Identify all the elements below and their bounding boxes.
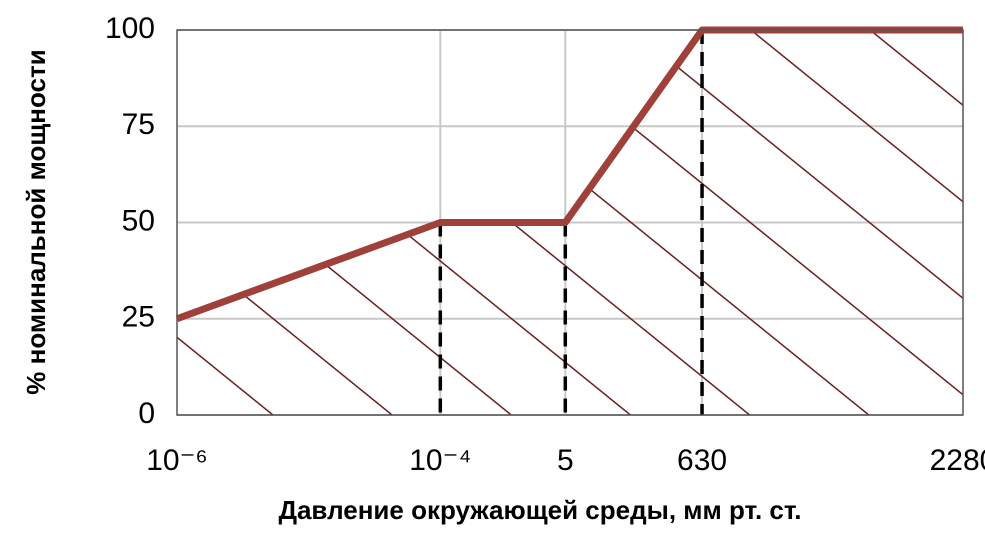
x-tick-label: 10⁻⁶: [146, 444, 208, 477]
y-axis-title: % номинальной мощности: [21, 49, 51, 394]
y-tick-label: 100: [105, 12, 155, 45]
x-tick-label: 10⁻⁴: [409, 444, 471, 477]
x-tick-label: 5: [557, 444, 574, 477]
y-tick-label: 25: [122, 301, 155, 334]
x-tick-label: 2280: [930, 444, 985, 477]
y-tick-label: 50: [122, 204, 155, 237]
x-tick-label: 630: [677, 444, 727, 477]
x-axis-title: Давление окружающей среды, мм рт. ст.: [278, 495, 801, 525]
hatch-area: [177, 30, 963, 415]
y-tick-label: 0: [138, 397, 155, 430]
y-tick-label: 75: [122, 108, 155, 141]
plot-frame: [176, 29, 964, 416]
